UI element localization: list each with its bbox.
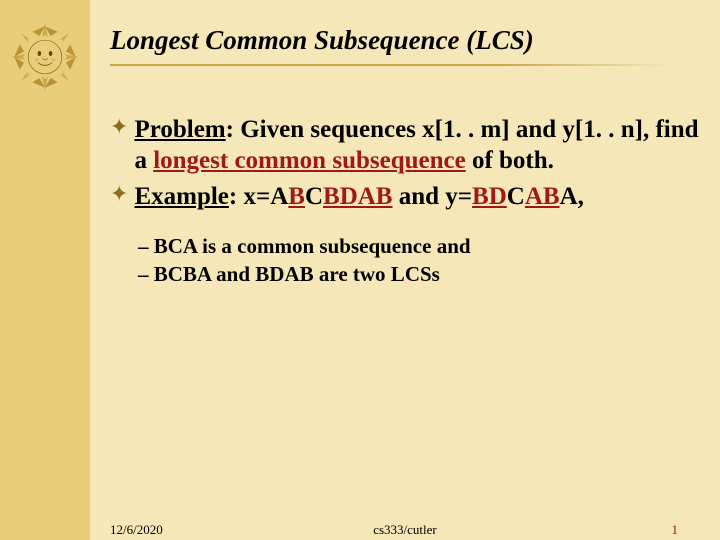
text-segment: : x=A [229, 183, 288, 210]
sub-bullet-item: – BCA is a common subsequence and [138, 232, 700, 260]
bullet-item: ✦Problem: Given sequences x[1. . m] and … [110, 114, 700, 177]
bullet-list: ✦Problem: Given sequences x[1. . m] and … [110, 114, 700, 212]
text-segment: Problem [134, 116, 225, 143]
slide-title: Longest Common Subsequence (LCS) [110, 25, 700, 56]
text-segment: and y= [392, 183, 472, 210]
bullet-text: Example: x=ABCBDAB and y=BDCABA, [134, 181, 583, 212]
slide-content: Longest Common Subsequence (LCS) ✦Proble… [110, 25, 700, 288]
text-segment: B [288, 183, 305, 210]
bullet-text: Problem: Given sequences x[1. . m] and y… [134, 114, 700, 177]
sub-bullet-item: – BCBA and BDAB are two LCSs [138, 260, 700, 288]
text-segment: BD [472, 183, 507, 210]
text-segment: BDAB [323, 183, 392, 210]
footer-center: cs333/cutler [110, 522, 700, 538]
sub-bullet-list: – BCA is a common subsequence and – BCBA… [138, 232, 700, 289]
text-segment: C [305, 183, 323, 210]
text-segment: AB [525, 183, 560, 210]
text-segment: longest common subsequence [153, 147, 466, 174]
bullet-symbol-icon: ✦ [110, 181, 128, 207]
bullet-symbol-icon: ✦ [110, 114, 128, 140]
text-segment: C [507, 183, 525, 210]
text-segment: Example [134, 183, 228, 210]
text-segment: of both. [466, 147, 554, 174]
title-underline [110, 64, 670, 66]
sun-icon [10, 22, 80, 92]
bullet-item: ✦Example: x=ABCBDAB and y=BDCABA, [110, 181, 700, 212]
footer-page-number: 1 [672, 522, 679, 538]
text-segment: A, [560, 183, 584, 210]
